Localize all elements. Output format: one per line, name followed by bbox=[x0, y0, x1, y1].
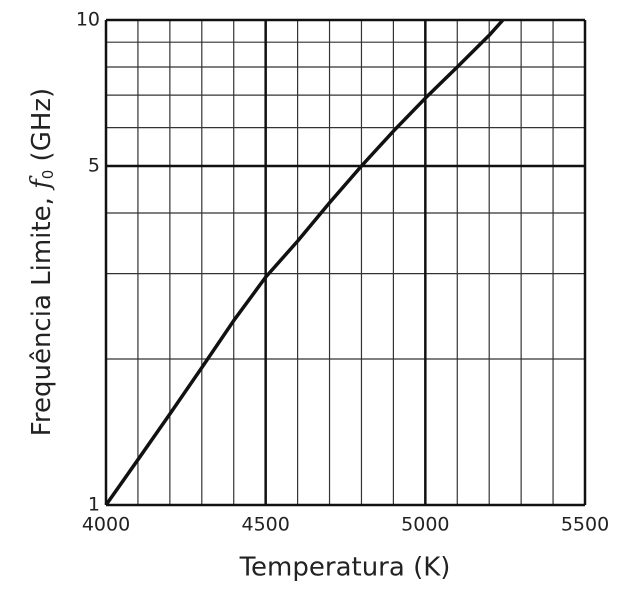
x-tick-label: 4000 bbox=[82, 514, 130, 536]
x-tick-label: 4500 bbox=[241, 514, 289, 536]
y-label-subscript: 0 bbox=[39, 170, 57, 180]
x-tick-label: 5500 bbox=[561, 514, 609, 536]
y-label-unit: (GHz) bbox=[27, 88, 57, 170]
y-tick-label: 1 bbox=[88, 494, 100, 516]
x-axis-label: Temperatura (K) bbox=[239, 553, 451, 583]
y-tick-label: 10 bbox=[76, 9, 100, 31]
y-tick-label: 5 bbox=[88, 154, 100, 176]
y-label-text: Frequência Limite, bbox=[27, 189, 57, 436]
y-axis-label: Frequência Limite, f0 (GHz) bbox=[26, 88, 57, 436]
data-line bbox=[104, 18, 505, 507]
x-tick-label: 5000 bbox=[401, 514, 449, 536]
